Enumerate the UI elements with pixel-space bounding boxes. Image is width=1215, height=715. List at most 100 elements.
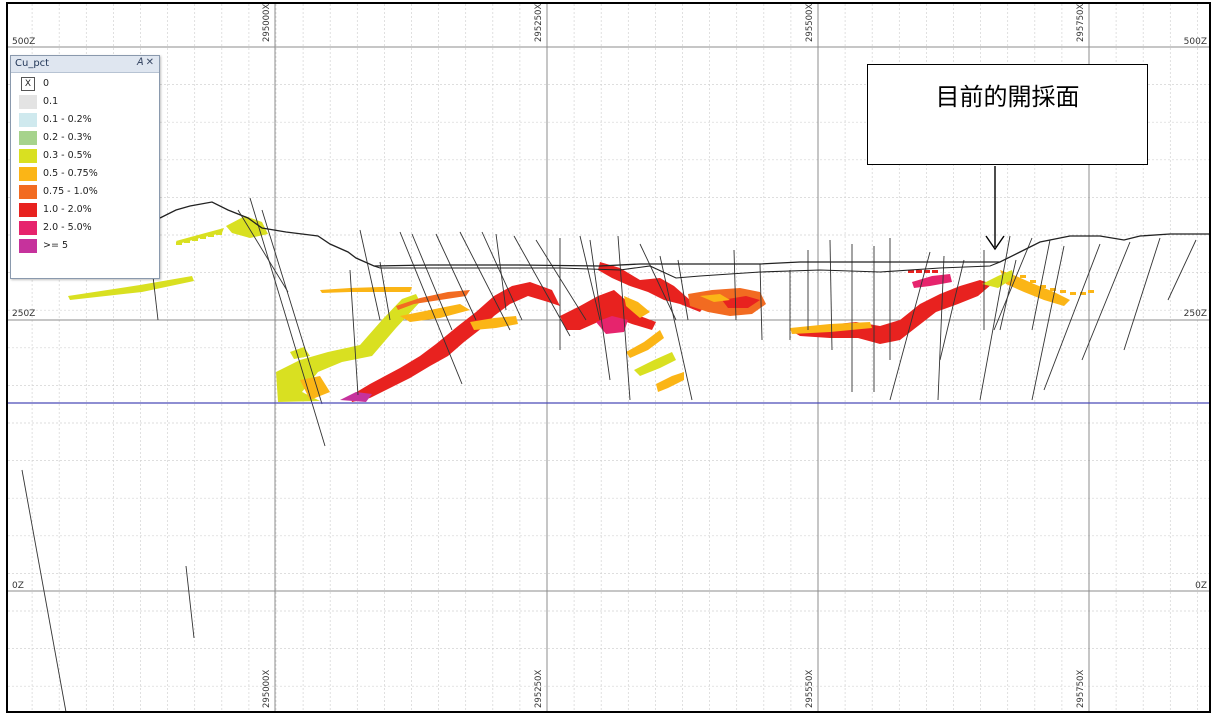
- grade-block: [626, 330, 664, 358]
- grade-block: [1070, 292, 1076, 295]
- legend-header[interactable]: Cu_pct 𝛢 ✕: [11, 56, 159, 73]
- drill-hole: [481, 231, 523, 321]
- legend-label: 0.75 - 1.0%: [43, 186, 98, 197]
- legend-swatch: [19, 203, 37, 217]
- easting-label-top: 295000X: [262, 4, 272, 42]
- drill-hole: [937, 255, 945, 401]
- legend-label: 0.2 - 0.3%: [43, 132, 92, 143]
- drill-hole: [1081, 241, 1131, 361]
- grade-block: [1030, 280, 1036, 283]
- drill-hole: [379, 261, 391, 321]
- grade-block: [350, 282, 560, 402]
- grade-block: [208, 234, 214, 237]
- legend-item: >= 5: [11, 237, 159, 255]
- drill-hole: [535, 239, 587, 321]
- callout-box: 目前的開採面: [867, 64, 1148, 165]
- drill-hole: [261, 209, 323, 405]
- drill-hole: [513, 235, 571, 337]
- drill-hole: [359, 229, 381, 321]
- easting-label-top: 295750X: [1076, 4, 1086, 42]
- grade-block: [932, 270, 938, 273]
- grade-block: [924, 270, 930, 273]
- grade-block: [656, 372, 684, 392]
- legend-item: 0.5 - 0.75%: [11, 165, 159, 183]
- easting-label-top: 295250X: [534, 4, 544, 42]
- drill-hole: [579, 235, 601, 321]
- grade-block: [184, 240, 190, 243]
- grade-block: [300, 376, 330, 400]
- legend-label: 0.5 - 0.75%: [43, 168, 98, 179]
- grade-block: [396, 290, 470, 310]
- easting-label-bottom: 295250X: [534, 670, 544, 708]
- drill-hole: [733, 249, 737, 321]
- legend-swatch: [19, 167, 37, 181]
- grade-block: [192, 238, 198, 241]
- drill-hole: [435, 233, 477, 321]
- grade-block: [216, 232, 222, 235]
- legend-item: 1.0 - 2.0%: [11, 201, 159, 219]
- current-pit-floor-line: [373, 261, 1001, 279]
- grade-block: [400, 304, 470, 322]
- grade-block: [1020, 275, 1026, 278]
- drill-hole: [1167, 239, 1197, 301]
- grade-block: [634, 352, 676, 376]
- drill-hole: [237, 209, 289, 293]
- drill-hole: [1043, 243, 1101, 391]
- drill-hole: [999, 259, 1017, 331]
- drill-hole: [939, 259, 965, 361]
- legend-item: 0.1: [11, 93, 159, 111]
- elevation-label-left: 500Z: [12, 37, 35, 47]
- grade-block: [1000, 270, 1070, 306]
- drill-hole: [617, 235, 631, 401]
- grade-block: [1060, 290, 1066, 293]
- grade-block: [68, 276, 194, 300]
- grade-block: [1088, 290, 1094, 293]
- grade-block: [790, 322, 872, 334]
- drill-hole: [249, 197, 326, 447]
- legend-label: >= 5: [43, 240, 68, 251]
- legend-swatch: [19, 131, 37, 145]
- drill-hole: [589, 239, 611, 381]
- legend-item: 0.1 - 0.2%: [11, 111, 159, 129]
- grade-block: [176, 242, 182, 245]
- elevation-label-right: 500Z: [1184, 37, 1207, 47]
- legend-label: 0.3 - 0.5%: [43, 150, 92, 161]
- drill-hole: [185, 565, 195, 639]
- legend-item: 0.75 - 1.0%: [11, 183, 159, 201]
- callout-text: 目前的開採面: [935, 83, 1080, 111]
- grade-block: [200, 236, 206, 239]
- grade-block: [982, 270, 1014, 288]
- grade-block: [596, 316, 628, 334]
- legend-swatch: [19, 149, 37, 163]
- drill-hole: [1123, 237, 1161, 351]
- grade-block: [290, 347, 310, 359]
- grade-block: [916, 270, 922, 273]
- legend-panel[interactable]: Cu_pct 𝛢 ✕ X 0 0.1 0.1 - 0.2% 0.2 - 0.3% 0.3 …: [10, 55, 160, 279]
- drill-hole: [1031, 239, 1051, 331]
- drill-hole: [1031, 245, 1065, 401]
- legend-item: 0.2 - 0.3%: [11, 129, 159, 147]
- drill-hole: [349, 269, 359, 396]
- elevation-label-left: 0Z: [12, 581, 24, 591]
- grade-block: [722, 296, 760, 308]
- legend-title: Cu_pct: [15, 58, 50, 69]
- pin-icon[interactable]: 𝛢: [136, 57, 143, 68]
- legend-item: 0.3 - 0.5%: [11, 147, 159, 165]
- grade-block: [624, 296, 650, 318]
- close-icon[interactable]: ✕: [145, 57, 154, 68]
- grade-block: [1040, 285, 1046, 288]
- easting-label-bottom: 295550X: [805, 670, 815, 708]
- grade-block: [790, 280, 992, 344]
- easting-label-bottom: 295750X: [1076, 670, 1086, 708]
- legend-swatch: X: [21, 77, 35, 91]
- legend-swatch: [19, 221, 37, 235]
- axis-labels: 500Z 500Z 250Z 250Z 0Z 0Z 295000X 295250X 295500…: [12, 4, 1207, 708]
- grade-block: [912, 274, 952, 288]
- legend-label: 1.0 - 2.0%: [43, 204, 92, 215]
- grade-block: [598, 262, 706, 312]
- grade-block: [700, 294, 730, 302]
- legend-swatch: [19, 113, 37, 127]
